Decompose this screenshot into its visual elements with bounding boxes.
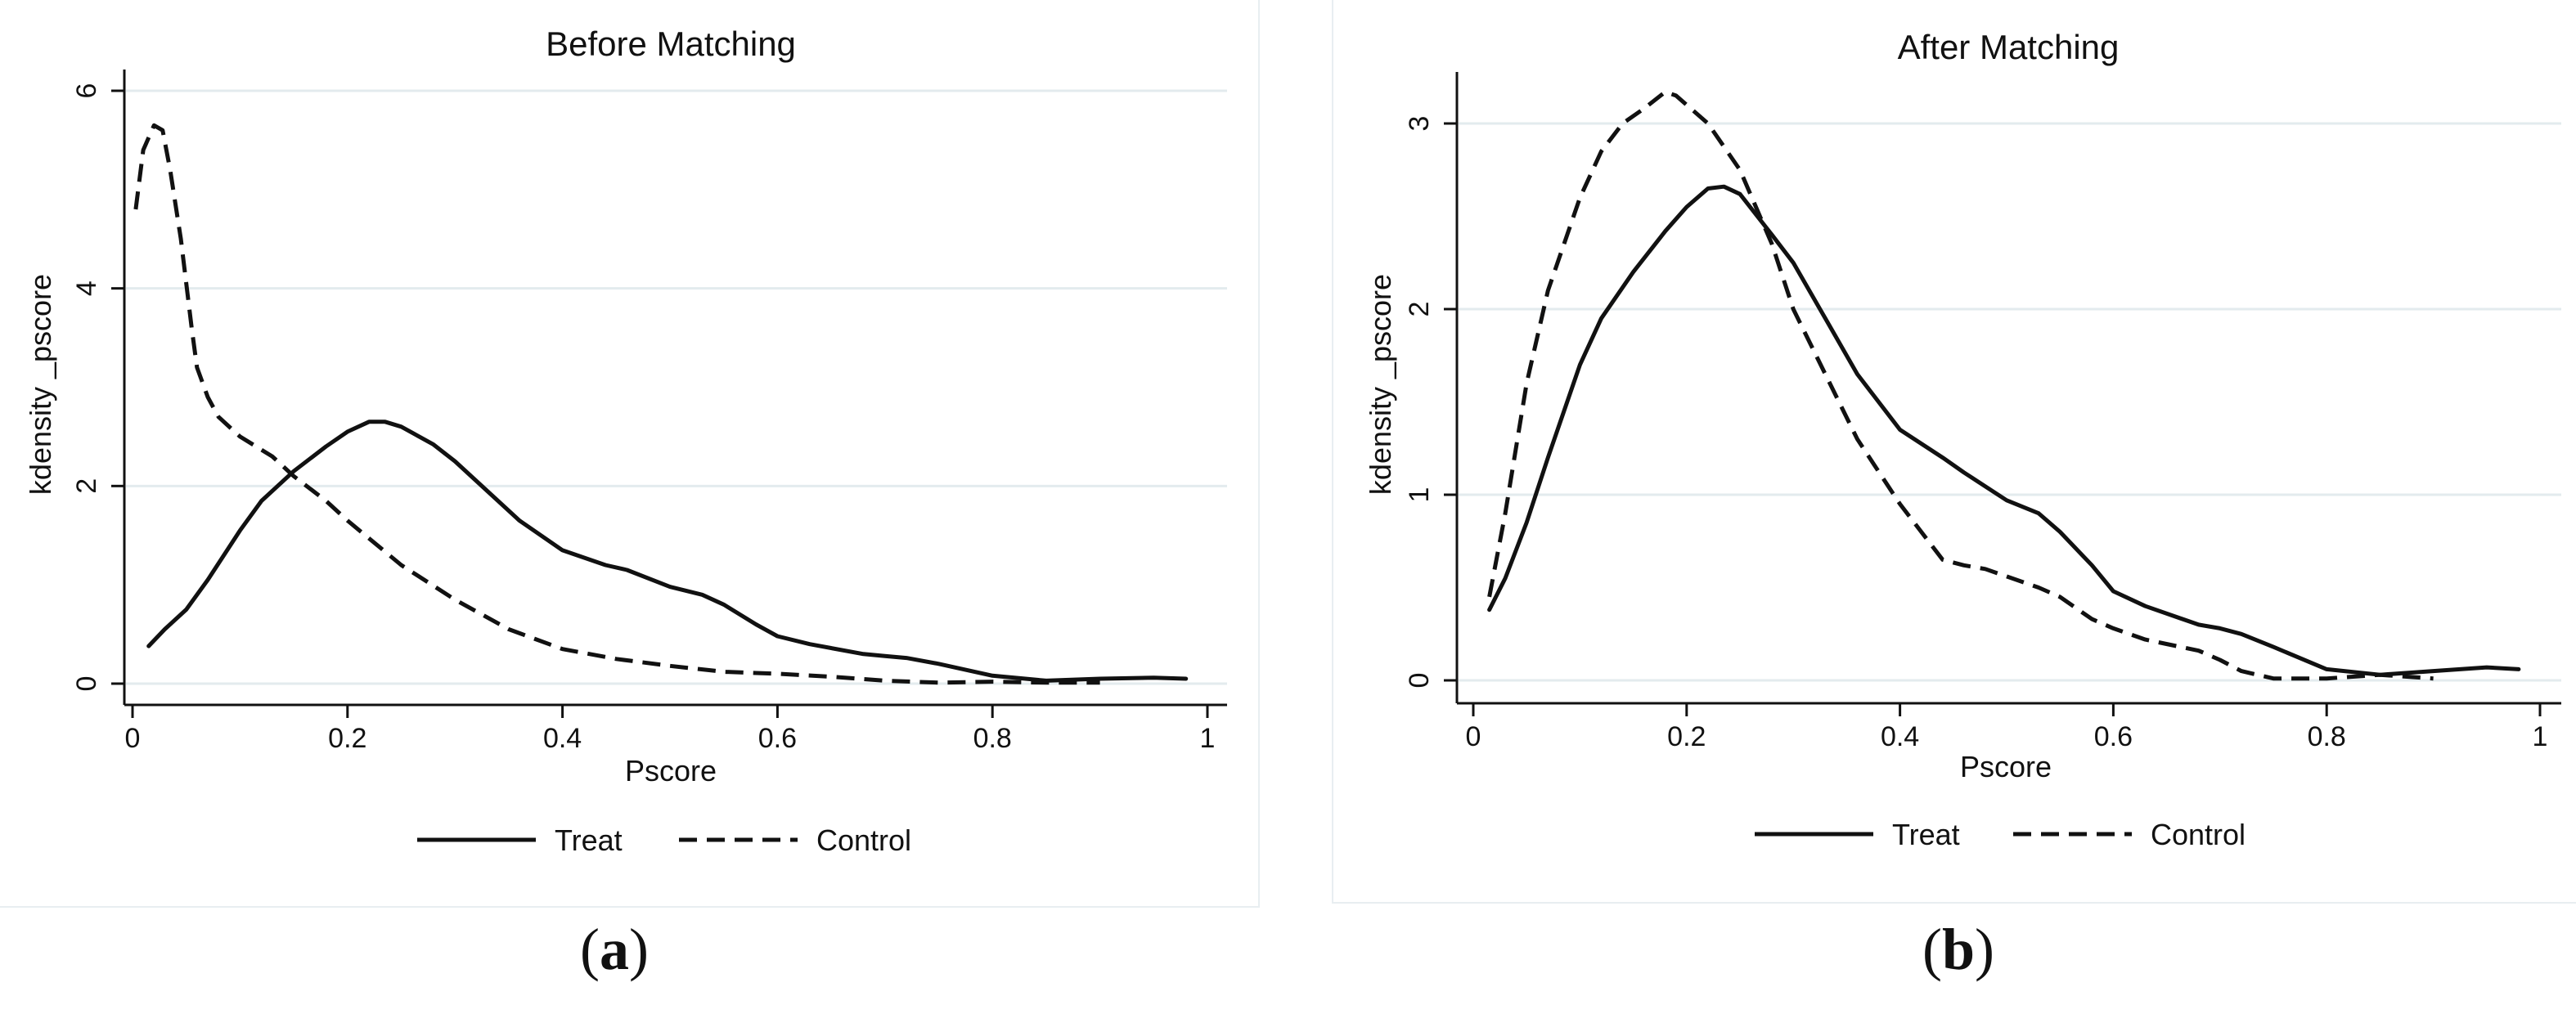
y-axis-label: kdensity _pscore — [1364, 274, 1397, 495]
x-tick-label-2: 0.4 — [543, 723, 582, 754]
legend-label-treat: Treat — [1892, 818, 1960, 851]
panel-b-frame — [1332, 0, 2576, 904]
series-line-treat — [1487, 184, 2521, 677]
x-tick-label-4: 0.8 — [2308, 721, 2346, 752]
y-tick-label-1: 2 — [71, 478, 102, 494]
y-tick-label-0: 0 — [71, 676, 102, 692]
chart-after-matching: 0 1 2 3 0 0.2 0.4 0.6 0.8 1 After Matching Pscore kd… — [1364, 28, 2561, 851]
y-tick-label-3: 6 — [71, 83, 102, 99]
caption-a: (a) — [580, 917, 649, 982]
x-tick-label-5: 1 — [2533, 721, 2548, 752]
x-tick-label-0: 0 — [1466, 721, 1481, 752]
x-tick-label-3: 0.6 — [2094, 721, 2133, 752]
x-tick-label-2: 0.4 — [1881, 721, 1919, 752]
y-tick-label-0: 0 — [1404, 673, 1435, 689]
x-axis-label: Pscore — [1960, 750, 2052, 783]
x-tick-label-1: 0.2 — [1667, 721, 1706, 752]
y-axis-label: kdensity _pscore — [24, 274, 57, 495]
legend-label-control: Control — [2151, 818, 2246, 851]
x-axis-label: Pscore — [625, 754, 717, 787]
x-tick-label-4: 0.8 — [973, 723, 1012, 754]
y-tick-label-2: 2 — [1404, 302, 1435, 317]
legend-label-treat: Treat — [555, 823, 623, 857]
series-line-treat — [146, 420, 1189, 683]
chart-title: After Matching — [1898, 28, 2120, 66]
x-tick-label-3: 0.6 — [758, 723, 797, 754]
y-tick-label-1: 1 — [1404, 487, 1435, 503]
legend-label-control: Control — [816, 823, 911, 857]
y-tick-label-2: 4 — [71, 280, 102, 296]
caption-b: (b) — [1922, 917, 1994, 982]
chart-before-matching: 0 2 4 6 0 0.2 0.4 0.6 0.8 1 Before Matching Pscore k… — [24, 25, 1227, 857]
x-tick-label-0: 0 — [125, 723, 141, 754]
x-tick-label-1: 0.2 — [328, 723, 366, 754]
panel-a-frame — [0, 0, 1260, 908]
x-tick-label-5: 1 — [1200, 723, 1216, 754]
series-line-control — [133, 123, 1100, 685]
y-tick-label-3: 3 — [1404, 116, 1435, 132]
chart-title: Before Matching — [546, 25, 796, 63]
series-line-control — [1487, 89, 2434, 681]
